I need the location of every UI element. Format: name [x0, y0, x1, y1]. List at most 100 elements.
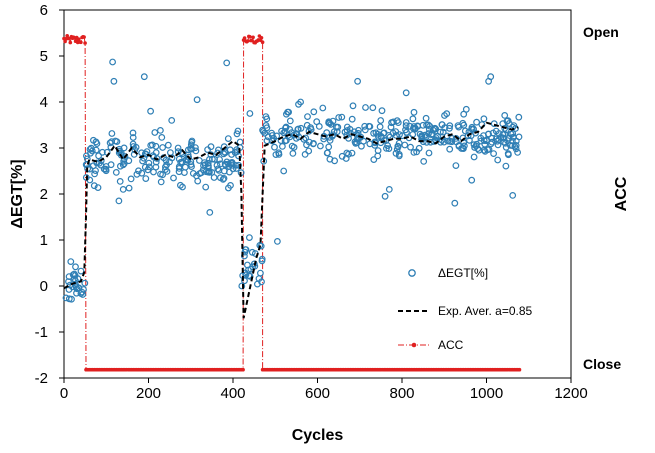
egt-point: [297, 124, 305, 132]
egt-point: [409, 131, 417, 138]
egt-point: [304, 113, 311, 120]
egt-point: [65, 286, 73, 293]
egt-point: [464, 132, 472, 140]
egt-point: [271, 143, 278, 151]
egt-point: [166, 149, 174, 157]
egt-point: [227, 159, 235, 167]
y-tick-label: 1: [40, 232, 48, 249]
egt-point: [331, 157, 339, 165]
egt-point: [494, 156, 502, 164]
egt-point: [509, 142, 516, 150]
egt-point: [514, 148, 521, 156]
egt-point: [77, 267, 85, 275]
egt-point: [510, 133, 517, 141]
egt-point: [260, 128, 267, 135]
egt-point: [381, 192, 389, 200]
egt-point: [468, 176, 476, 184]
egt-point: [233, 130, 241, 138]
y-tick-label: -2: [35, 370, 48, 387]
egt-point: [420, 157, 428, 165]
x-axis-ticks: 0 200 400 600 800 1000 1200: [60, 378, 588, 402]
egt-point: [72, 263, 79, 271]
egt-point: [480, 146, 488, 154]
egt-point: [246, 110, 254, 117]
egt-point: [216, 156, 224, 163]
egt-point: [438, 121, 446, 129]
egt-point: [98, 148, 106, 156]
egt-point: [81, 279, 89, 287]
egt-point: [473, 118, 481, 126]
egt-point: [95, 152, 102, 160]
egt-point: [180, 169, 188, 177]
egt-point: [515, 113, 523, 121]
egt-point: [501, 111, 509, 119]
acc-line: [63, 34, 520, 371]
egt-point: [446, 145, 454, 153]
legend-label-acc: ACC: [438, 338, 464, 352]
legend-marker-acc: [411, 342, 417, 348]
egt-point: [334, 123, 342, 131]
egt-point: [225, 168, 233, 176]
egt-point: [324, 149, 331, 157]
egt-point: [509, 130, 517, 138]
egt-point: [135, 167, 142, 175]
egt-point: [147, 107, 155, 115]
plot-area-frame: [63, 9, 572, 379]
egt-point: [374, 152, 382, 160]
egt-point: [94, 184, 102, 192]
acc-point: [77, 37, 81, 41]
egt-point: [401, 141, 409, 149]
egt-point: [202, 168, 210, 176]
egt-point: [425, 149, 433, 157]
egt-point: [157, 178, 165, 186]
egt-point: [446, 124, 453, 132]
egt-point: [205, 167, 213, 175]
egt-point: [338, 113, 346, 121]
egt-point: [480, 115, 488, 123]
egt-point: [310, 108, 318, 116]
acc-point: [248, 35, 252, 39]
egt-point: [145, 163, 153, 171]
y-tick-label: 2: [40, 186, 48, 203]
egt-point: [455, 142, 463, 150]
x-tick-label: 1000: [470, 385, 503, 402]
egt-point: [163, 167, 171, 175]
egt-point: [129, 143, 137, 150]
egt-point: [273, 132, 281, 140]
egt-point: [325, 118, 333, 126]
egt-point: [402, 119, 410, 126]
egt-point: [223, 59, 231, 67]
acc-point: [259, 36, 264, 40]
egt-point: [258, 257, 266, 265]
egt-point: [152, 163, 160, 171]
egt-point: [120, 144, 128, 152]
egt-point: [231, 149, 239, 157]
egt-point: [502, 126, 510, 134]
egt-point: [151, 129, 159, 136]
egt-point: [369, 104, 377, 112]
egt-point: [221, 148, 229, 156]
egt-point: [187, 161, 195, 168]
x-tick-label: 1200: [554, 385, 587, 402]
y-axis-title: ΔEGT[%]: [9, 159, 26, 228]
x-tick-label: 600: [305, 385, 330, 402]
egt-point: [425, 125, 433, 133]
egt-point: [393, 145, 401, 153]
egt-point: [509, 137, 516, 145]
egt-point: [352, 139, 360, 147]
egt-point: [194, 177, 202, 185]
egt-point: [115, 197, 123, 205]
egt-point: [392, 149, 400, 157]
egt-point: [210, 174, 218, 181]
egt-point: [188, 138, 196, 146]
egt-point: [181, 163, 189, 171]
egt-point: [195, 157, 203, 164]
egt-point: [347, 129, 354, 137]
egt-point: [224, 135, 232, 143]
egt-point: [285, 108, 293, 116]
egt-point: [505, 120, 513, 127]
egt-point: [116, 162, 124, 170]
egt-point: [470, 125, 477, 133]
egt-point: [100, 165, 108, 173]
acc-point: [246, 39, 250, 43]
